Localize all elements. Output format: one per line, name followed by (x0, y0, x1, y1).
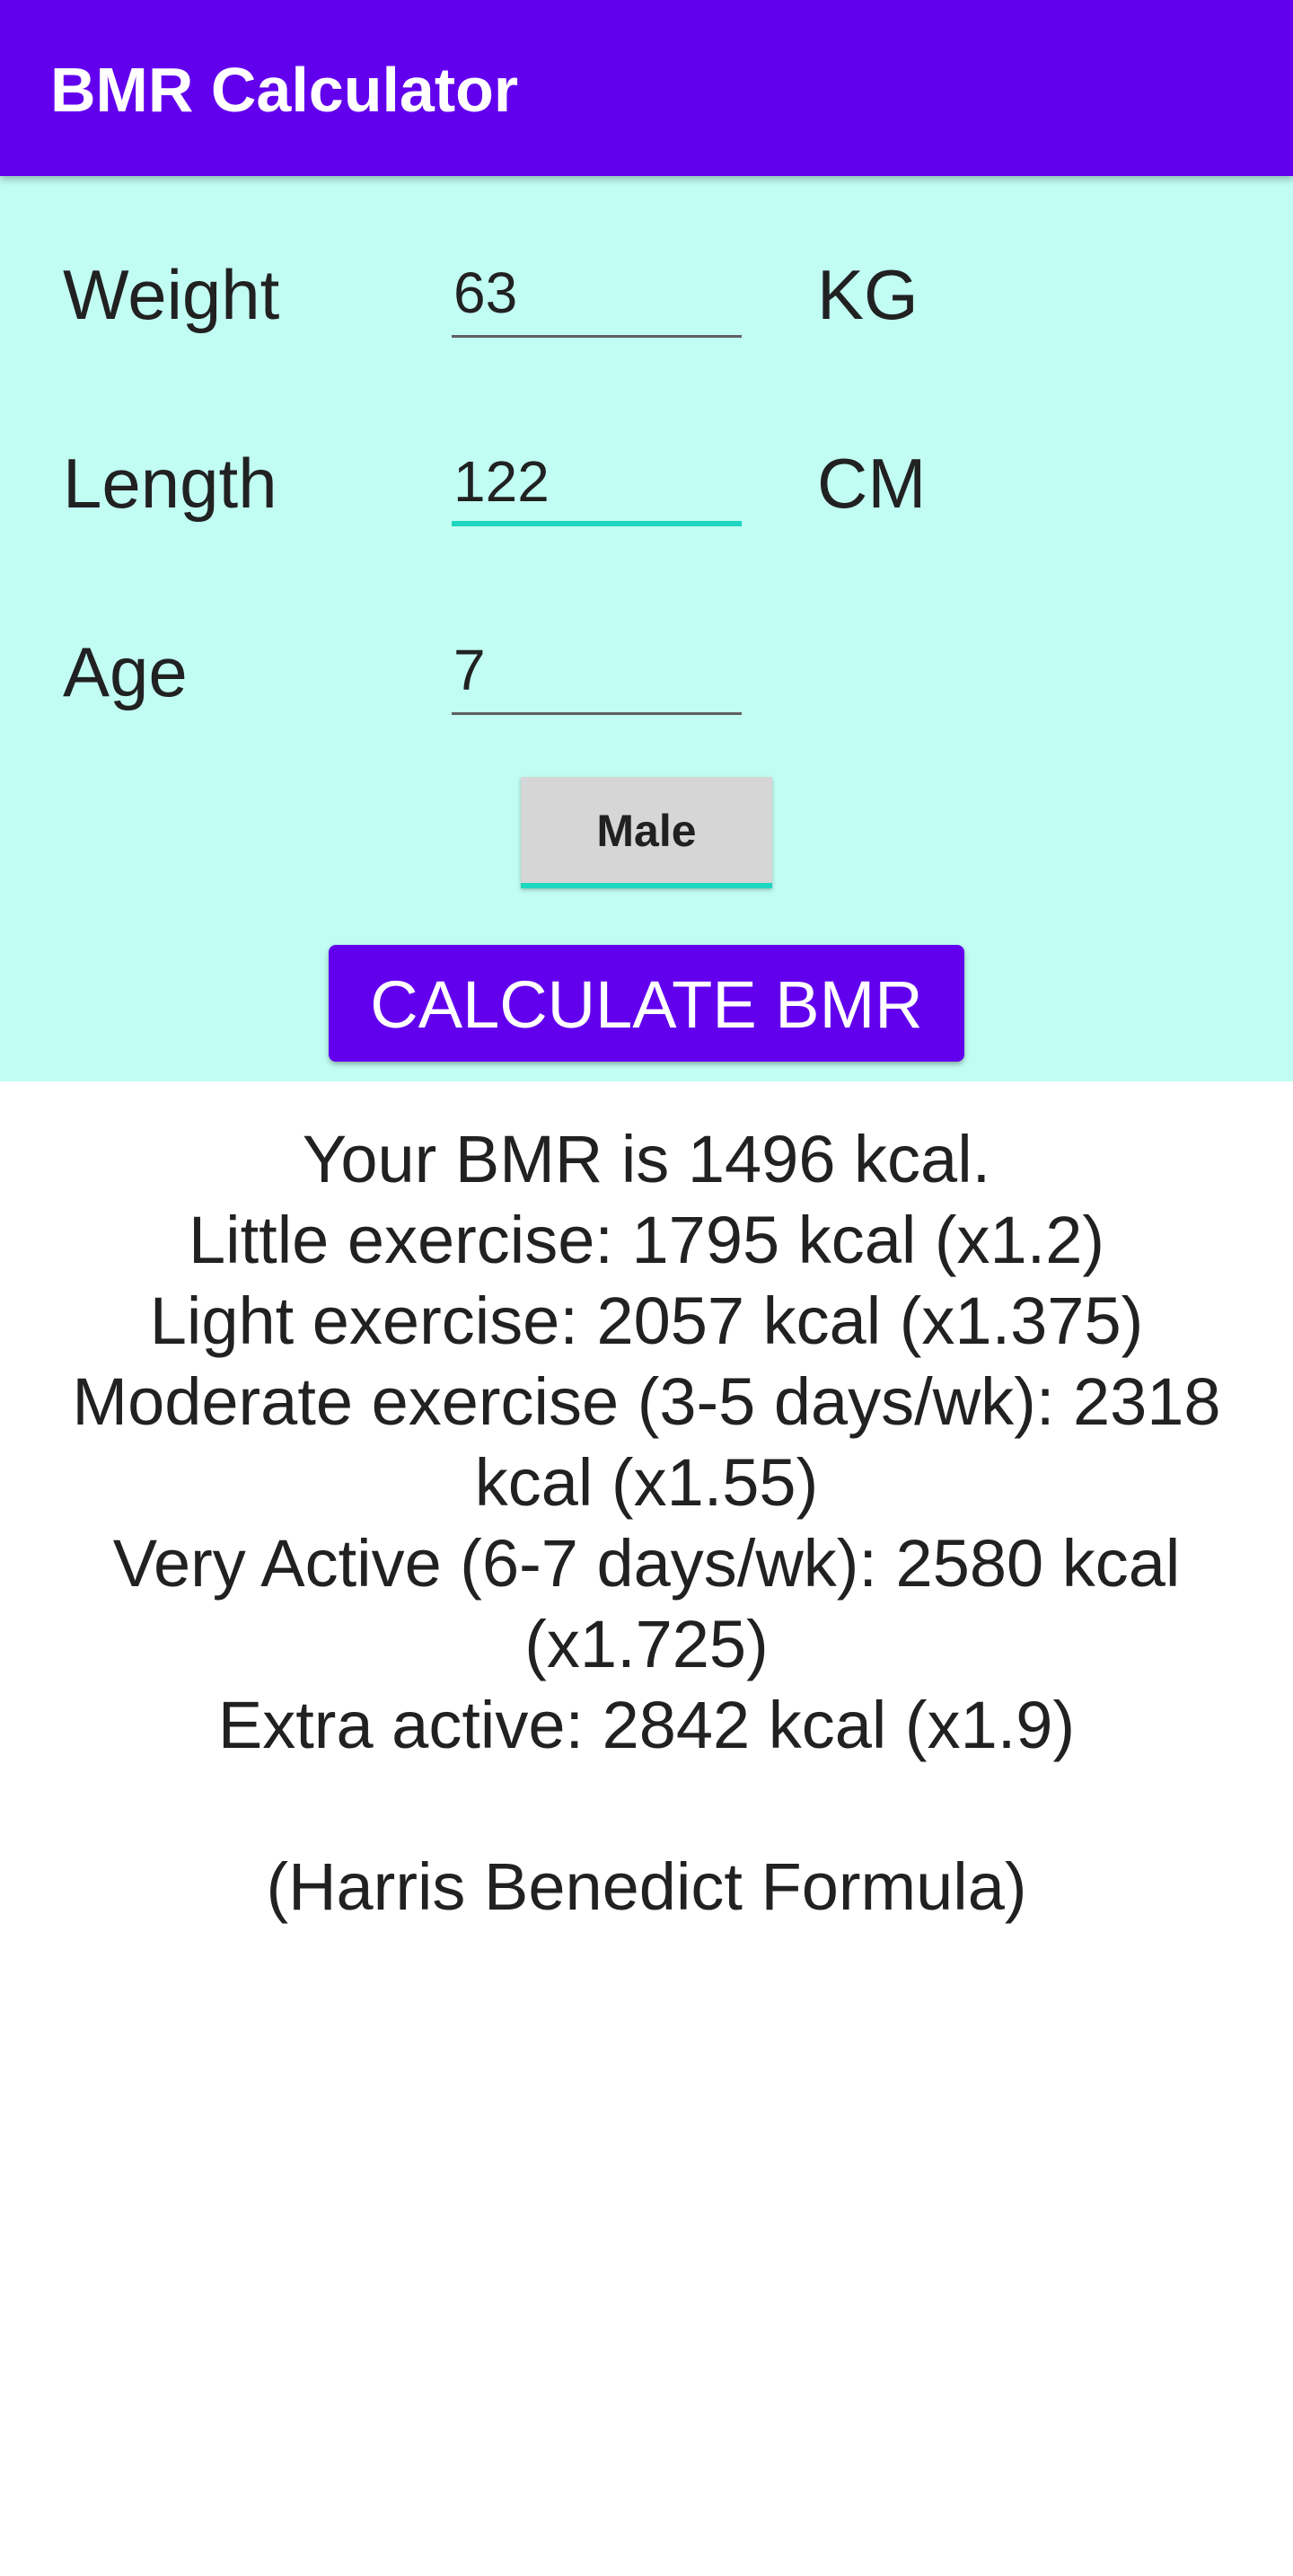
result-bmr: Your BMR is 1496 kcal. (302, 1122, 991, 1196)
app-title: BMR Calculator (50, 55, 519, 125)
weight-input[interactable]: 63 (452, 248, 742, 338)
gender-toggle-underline (521, 883, 772, 888)
result-light-exercise: Light exercise: 2057 kcal (x1.375) (149, 1284, 1144, 1358)
input-form: Weight 63 KG Length 122 CM Age 7 (0, 176, 1293, 1081)
length-unit: CM (817, 444, 927, 523)
result-extra-active: Extra active: 2842 kcal (x1.9) (217, 1688, 1076, 1762)
results-text: Your BMR is 1496 kcal. Little exercise: … (36, 1119, 1257, 1928)
length-underline (452, 521, 742, 526)
calculate-bmr-label: CALCULATE BMR (370, 967, 923, 1042)
result-moderate-exercise: Moderate exercise (3-5 days/wk): 2318 (72, 1364, 1221, 1439)
app-bar: BMR Calculator (0, 0, 1293, 176)
weight-unit: KG (817, 255, 919, 334)
weight-field[interactable] (452, 338, 742, 428)
age-label: Age (63, 632, 188, 711)
result-formula-note: (Harris Benedict Formula) (266, 1849, 1027, 1924)
result-spacer (36, 1766, 1257, 1847)
age-value: 7 (453, 638, 486, 702)
result-moderate-exercise-cont: kcal (x1.55) (474, 1445, 819, 1520)
result-very-active-cont: (x1.725) (524, 1607, 769, 1681)
age-underline (452, 712, 742, 715)
length-label: Length (63, 444, 277, 523)
weight-label: Weight (63, 255, 280, 334)
result-very-active: Very Active (6-7 days/wk): 2580 kcal (112, 1526, 1181, 1601)
weight-value: 63 (453, 260, 518, 325)
gender-toggle-button[interactable]: Male (521, 777, 772, 888)
length-value: 122 (453, 449, 550, 514)
gender-toggle-label: Male (596, 806, 697, 856)
age-input[interactable]: 7 (452, 625, 742, 715)
weight-underline (452, 335, 742, 338)
result-little-exercise: Little exercise: 1795 kcal (x1.2) (188, 1203, 1105, 1277)
calculate-bmr-button[interactable]: CALCULATE BMR (329, 945, 964, 1062)
length-input[interactable]: 122 (452, 437, 742, 526)
